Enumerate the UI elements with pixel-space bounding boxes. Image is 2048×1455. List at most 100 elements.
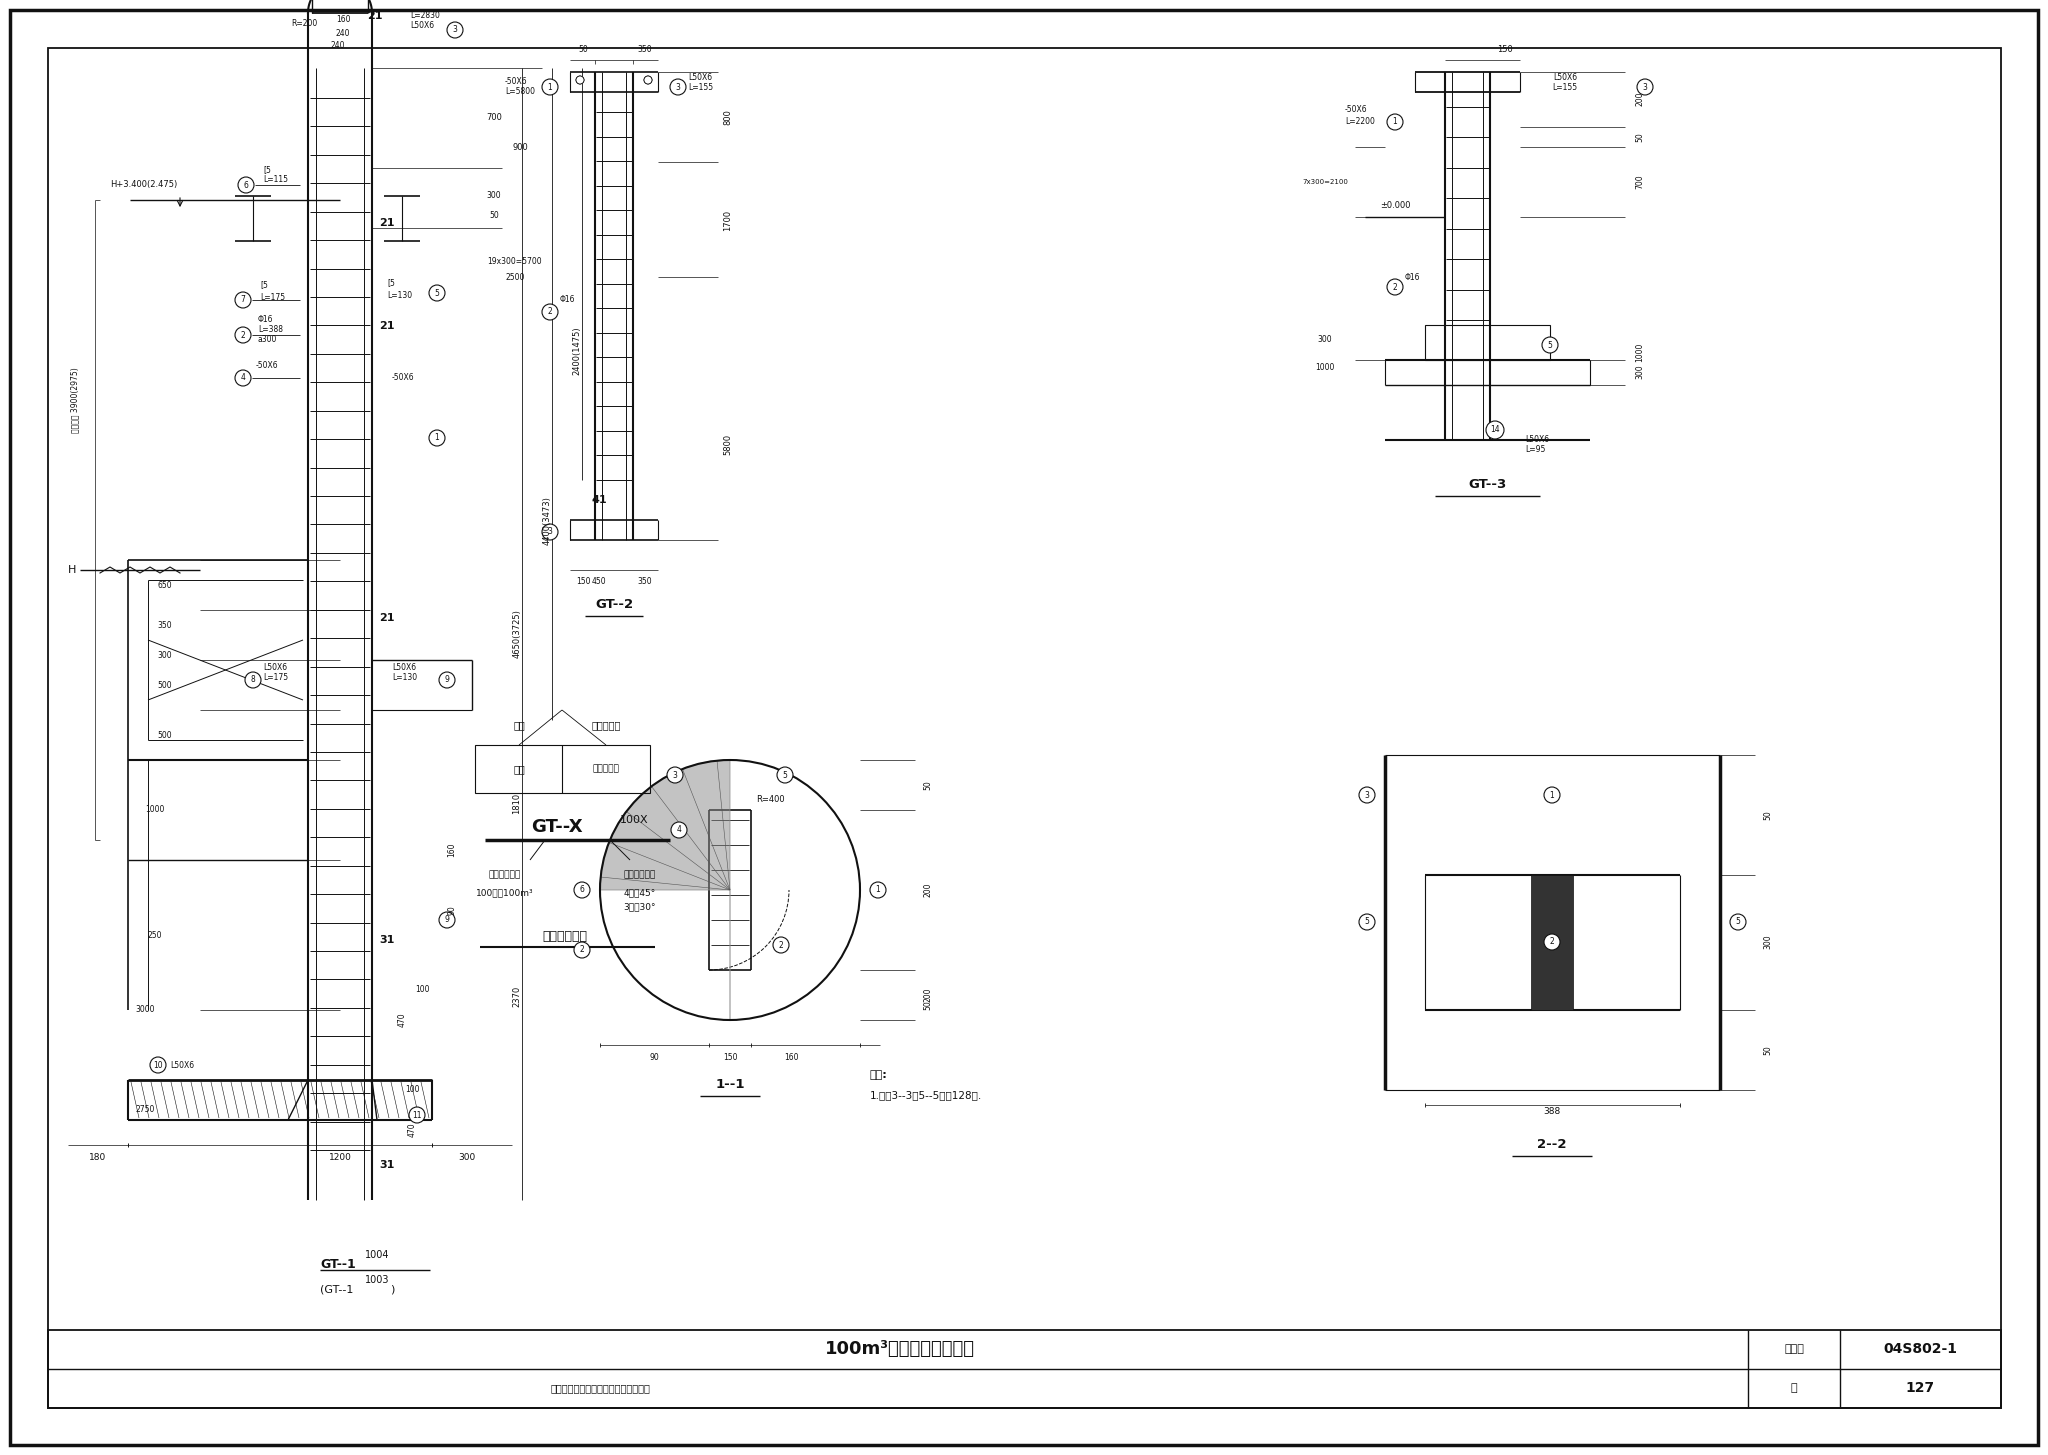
Text: 1: 1	[547, 83, 553, 92]
Text: a300: a300	[258, 336, 276, 345]
Text: 19x300=5700: 19x300=5700	[487, 258, 543, 266]
Text: L50X6: L50X6	[688, 73, 713, 81]
Circle shape	[236, 370, 252, 386]
Text: L=95: L=95	[1526, 445, 1546, 454]
Text: 200: 200	[924, 883, 932, 898]
Text: 350: 350	[158, 620, 172, 630]
Text: 4400(3473): 4400(3473)	[543, 496, 551, 546]
Text: H+3.400(2.475): H+3.400(2.475)	[111, 180, 178, 189]
Text: 1810: 1810	[512, 793, 522, 815]
Bar	[1425, 324, 1550, 359]
Text: 钉梯流水号: 钉梯流水号	[592, 720, 621, 730]
Text: L=5800: L=5800	[506, 87, 535, 96]
Text: L=115: L=115	[262, 176, 289, 185]
Text: 7: 7	[240, 295, 246, 304]
Text: 10: 10	[154, 1061, 162, 1069]
Circle shape	[428, 431, 444, 447]
Circle shape	[1731, 914, 1747, 930]
Text: L=130: L=130	[391, 674, 418, 682]
Text: 2400(1475): 2400(1475)	[573, 327, 582, 375]
Circle shape	[1636, 79, 1653, 95]
Circle shape	[543, 79, 557, 95]
Text: 2370: 2370	[512, 985, 522, 1007]
Text: 300: 300	[158, 650, 172, 659]
Text: 350: 350	[637, 578, 653, 586]
Text: [5: [5	[260, 281, 268, 290]
Text: 31: 31	[379, 936, 395, 944]
Text: 100m³水塔钉梯图（一）: 100m³水塔钉梯图（一）	[825, 1340, 975, 1358]
Text: 100: 100	[406, 1085, 420, 1094]
Text: GT--1: GT--1	[319, 1259, 356, 1272]
Circle shape	[772, 937, 788, 953]
Circle shape	[236, 327, 252, 343]
Text: L50X6: L50X6	[391, 663, 416, 672]
Text: L=2830: L=2830	[410, 12, 440, 20]
Text: 300: 300	[1317, 336, 1333, 345]
Text: L=388: L=388	[258, 326, 283, 335]
Text: 21: 21	[379, 322, 395, 330]
Text: 100: 100	[416, 985, 430, 995]
Text: 21: 21	[379, 218, 395, 228]
Text: 1000: 1000	[145, 806, 164, 815]
Text: Φ16: Φ16	[1405, 272, 1421, 281]
Circle shape	[776, 767, 793, 783]
Text: 3: 3	[1642, 83, 1647, 92]
Text: 3: 3	[1364, 790, 1370, 799]
Text: 100代表100m³: 100代表100m³	[477, 889, 535, 898]
Text: 2: 2	[580, 946, 584, 954]
Text: 1700: 1700	[723, 210, 733, 230]
Text: 50: 50	[924, 1000, 932, 1010]
Text: 9: 9	[444, 915, 449, 924]
Text: 1004: 1004	[365, 1250, 389, 1260]
Text: 1003: 1003	[365, 1275, 389, 1285]
Text: 700: 700	[1636, 175, 1645, 189]
Text: 21: 21	[379, 613, 395, 623]
Circle shape	[410, 1107, 426, 1123]
Text: 150: 150	[1497, 45, 1513, 54]
Circle shape	[643, 76, 651, 84]
Text: 90: 90	[449, 905, 457, 915]
Text: 50: 50	[578, 45, 588, 54]
Text: 50: 50	[1763, 810, 1772, 819]
Circle shape	[573, 941, 590, 957]
Text: L50X6: L50X6	[410, 22, 434, 31]
Text: 150: 150	[723, 1053, 737, 1062]
Text: 钉梯编号含义: 钉梯编号含义	[543, 931, 588, 943]
Text: (GT--1: (GT--1	[319, 1285, 354, 1295]
Text: 2: 2	[547, 307, 553, 317]
Text: 2: 2	[1393, 282, 1397, 291]
Text: [5: [5	[262, 166, 270, 175]
Text: 5: 5	[1364, 918, 1370, 927]
Circle shape	[1544, 787, 1561, 803]
Text: 160: 160	[784, 1053, 799, 1062]
Text: L=175: L=175	[260, 292, 285, 301]
Circle shape	[870, 882, 887, 898]
Text: 41: 41	[592, 495, 606, 505]
Circle shape	[438, 672, 455, 688]
Text: 240: 240	[336, 29, 350, 38]
Text: 4: 4	[676, 825, 682, 835]
Text: 1.剔面3--3、5--5见第128页.: 1.剔面3--3、5--5见第128页.	[870, 1090, 983, 1100]
Text: 300: 300	[1636, 365, 1645, 380]
Text: 钉梯: 钉梯	[514, 764, 524, 774]
Circle shape	[575, 76, 584, 84]
Text: 1--1: 1--1	[715, 1078, 745, 1091]
Circle shape	[672, 822, 686, 838]
Text: L=155: L=155	[688, 83, 713, 92]
Circle shape	[150, 1056, 166, 1072]
Text: 5800: 5800	[723, 434, 733, 454]
Text: L50X6: L50X6	[170, 1061, 195, 1069]
Text: 6: 6	[244, 180, 248, 189]
Text: 8: 8	[250, 675, 256, 684]
Text: 水箱倾角代号: 水箱倾角代号	[625, 870, 655, 879]
Text: 14: 14	[1491, 425, 1499, 435]
Text: 6: 6	[580, 886, 584, 895]
Text: 人井高度 3900(2975): 人井高度 3900(2975)	[70, 367, 80, 434]
Text: 说明:: 说明:	[870, 1069, 887, 1080]
Text: 150: 150	[575, 578, 590, 586]
Text: 3代表30°: 3代表30°	[625, 902, 655, 911]
Text: 4650(3725): 4650(3725)	[512, 610, 522, 659]
Text: GT--X: GT--X	[530, 818, 582, 837]
Circle shape	[1542, 338, 1559, 354]
Text: ): )	[389, 1285, 395, 1295]
